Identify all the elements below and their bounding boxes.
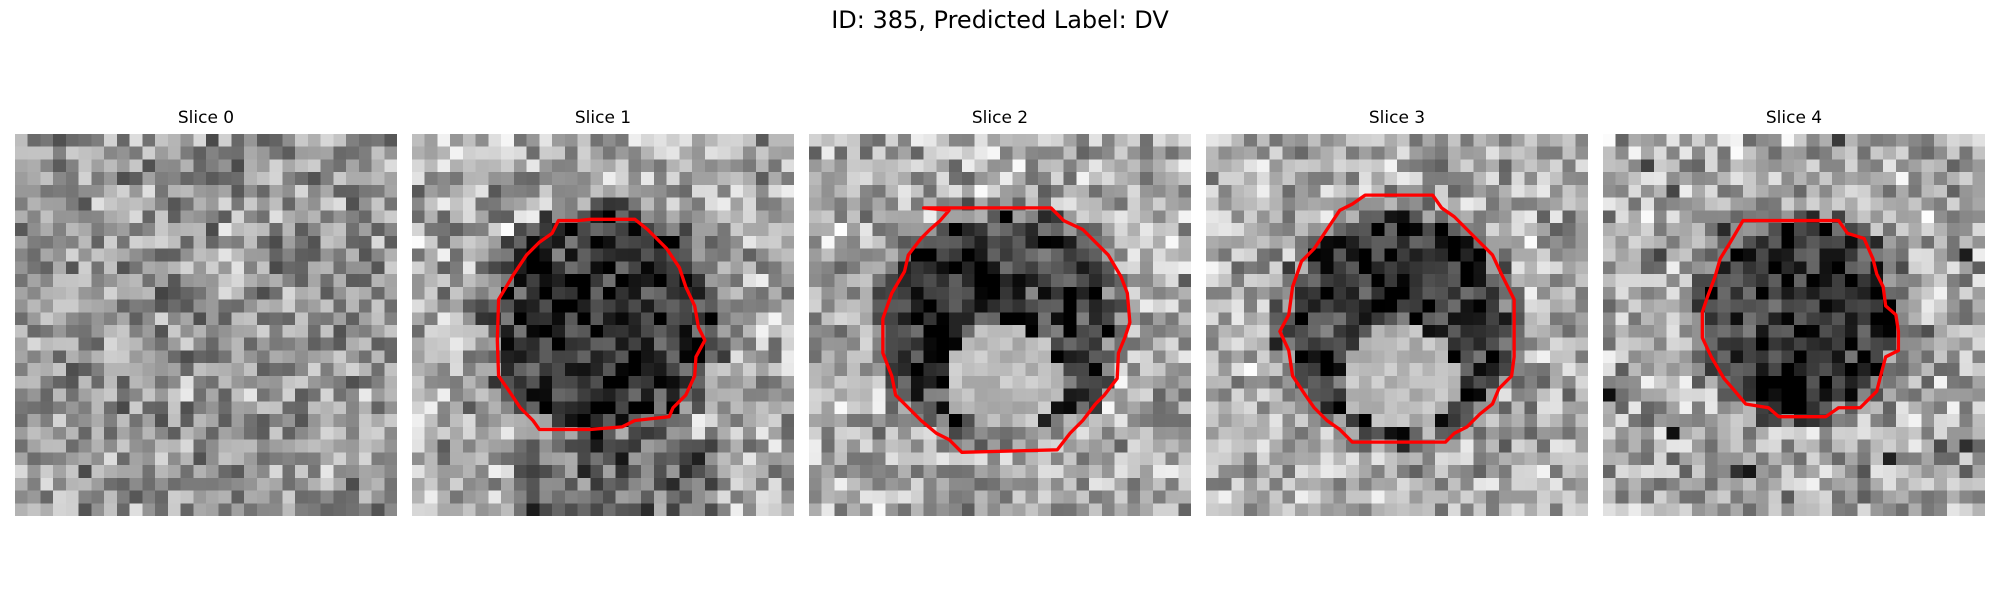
- slice-image-1: [412, 134, 794, 516]
- slice-image-0: [15, 134, 397, 516]
- figure-title: ID: 385, Predicted Label: DV: [831, 6, 1169, 34]
- slice-title-1: Slice 1: [574, 108, 632, 128]
- slice-title-4: Slice 4: [1765, 108, 1823, 128]
- slice-panel-1: Slice 1: [412, 108, 794, 518]
- slice-panel-4: Slice 4: [1603, 108, 1985, 518]
- slice-panel-3: Slice 3: [1206, 108, 1588, 518]
- slice-image-4: [1603, 134, 1985, 516]
- slice-image-2: [809, 134, 1191, 516]
- slice-title-0: Slice 0: [177, 108, 235, 128]
- slice-title-2: Slice 2: [971, 108, 1029, 128]
- segmentation-contour-2: [881, 206, 1132, 454]
- segmentation-contour-4: [1700, 218, 1901, 419]
- slice-panel-2: Slice 2: [809, 108, 1191, 518]
- segmentation-contour-1: [495, 217, 707, 432]
- slice-image-3: [1206, 134, 1588, 516]
- slice-panel-0: Slice 0: [15, 108, 397, 518]
- segmentation-contour-3: [1278, 193, 1516, 444]
- slice-title-3: Slice 3: [1368, 108, 1426, 128]
